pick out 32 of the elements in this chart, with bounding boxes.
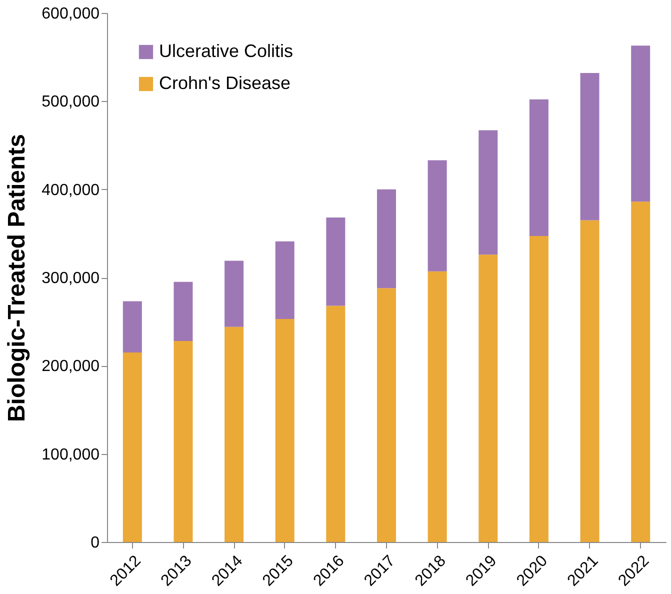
bar <box>580 220 600 542</box>
bar <box>122 301 142 352</box>
bar <box>326 218 346 306</box>
y-tick-label: 600,000 <box>42 6 100 22</box>
legend-label: Crohn's Disease <box>159 73 290 93</box>
bar <box>275 241 294 319</box>
bar <box>275 318 294 542</box>
bar <box>377 189 396 288</box>
bar <box>224 260 244 327</box>
bar <box>631 202 650 542</box>
bar <box>478 254 498 542</box>
y-tick-label: 300,000 <box>42 270 100 287</box>
bar <box>174 340 193 542</box>
bar <box>580 72 600 220</box>
y-tick-label: 400,000 <box>42 182 100 199</box>
y-tick-label: 0 <box>90 534 100 552</box>
bar <box>529 236 548 542</box>
bar <box>224 326 244 542</box>
bar <box>478 130 498 255</box>
bar <box>428 160 447 272</box>
bar <box>122 352 142 542</box>
y-tick-label: 200,000 <box>42 358 100 376</box>
y-tick-label: 500,000 <box>42 94 100 111</box>
bar <box>428 271 447 542</box>
bar <box>174 282 193 341</box>
bar <box>377 288 396 542</box>
bar <box>529 99 548 236</box>
bar <box>326 306 346 542</box>
y-tick-label: 100,000 <box>42 446 100 464</box>
bar <box>631 46 650 202</box>
y-axis-title: Biologic-Treated Patients <box>4 134 31 422</box>
legend-label: Ulcerative Colitis <box>159 41 294 61</box>
